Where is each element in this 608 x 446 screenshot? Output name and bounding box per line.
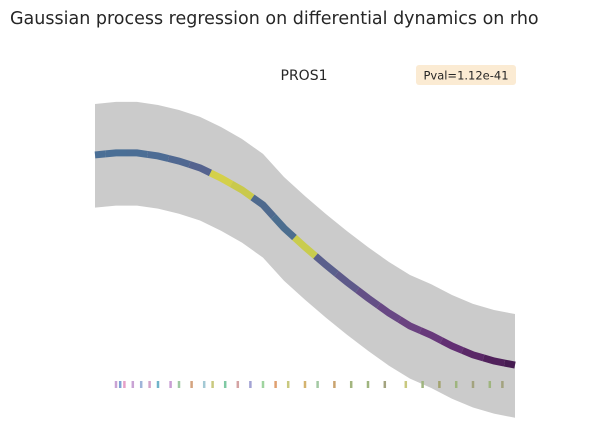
mean-curve-segment <box>503 359 516 369</box>
mean-curve-segment <box>397 316 422 334</box>
mean-curve-segment <box>105 149 127 158</box>
mean-curve-segment <box>482 354 506 367</box>
confidence-band <box>95 101 515 418</box>
mean-curve-segment <box>419 327 444 344</box>
chart-title: Gaussian process regression on different… <box>10 9 539 29</box>
mean-curve-segment <box>146 150 170 162</box>
mean-curve-segment <box>126 149 149 158</box>
annotation-box <box>416 65 516 85</box>
mean-curve-segment <box>292 234 318 259</box>
chart-subtitle: PROS1 <box>281 68 328 84</box>
mean-curve-segment <box>270 214 297 241</box>
mean-curve-segment <box>167 155 191 168</box>
mean-curve-segment <box>94 150 106 159</box>
annotation: Pval=1.12e-41 <box>423 69 508 83</box>
mean-curve-segment <box>313 253 339 277</box>
mean-curve-segment <box>208 169 234 188</box>
mean-curve-segment <box>229 180 255 201</box>
mean-curve-segment <box>334 270 360 293</box>
mean-curve-segment <box>188 161 213 177</box>
mean-curve-segment <box>439 337 464 354</box>
mean-curve-segment <box>461 347 485 362</box>
mean-curve-segment <box>376 302 402 323</box>
mean-curve-segment <box>355 287 381 309</box>
mean-curve-segment <box>250 194 277 219</box>
